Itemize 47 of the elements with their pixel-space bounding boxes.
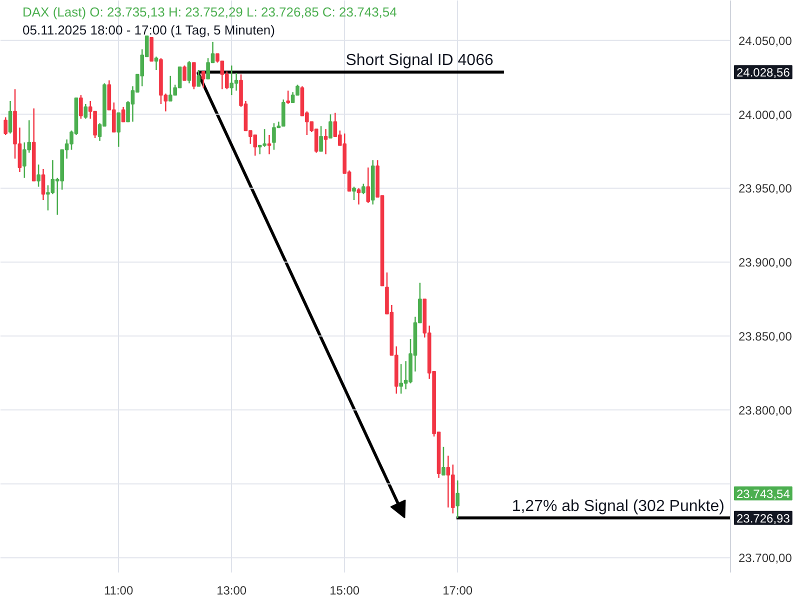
candlestick [201,70,206,88]
y-tick-label: 23.900,00 [738,256,792,270]
x-tick-label: 15:00 [330,584,360,598]
candlestick [456,480,460,519]
candlestick [230,64,234,96]
text: 24.028,56 [736,66,790,80]
candlestick [196,69,201,87]
text: 23.743,54 [736,486,790,501]
candlestick [36,164,40,188]
y-tick-label: 23.950,00 [738,182,792,196]
annotation: 1,27% ab Signal (302 Punkte) [512,498,724,515]
candlestick [356,188,361,206]
y-tick-label: 24.050,00 [738,34,792,48]
candlestick [8,100,12,134]
candlestick [187,60,192,84]
candlestick [267,134,272,155]
x-tick-label: 11:00 [104,584,134,598]
text: 05.11.2025 18:00 - 17:00 (1 Tag, 5 Minuten) [22,22,275,38]
x-tick-label: 17:00 [442,584,473,598]
candlestick [79,94,83,120]
candlestick [442,446,446,476]
candlestick [121,106,126,122]
candlestick [41,168,46,201]
candlestick [366,166,370,204]
candlestick [182,64,186,81]
candlestick [286,90,290,105]
text: 23.726,93 [736,511,790,526]
candlestick [150,36,154,62]
candlestick [399,363,404,394]
annotation: Short Signal ID 4066 [346,52,494,70]
candlestick [324,128,328,155]
candlestick [362,183,366,195]
chart-title: DAX (Last) O: 23.735,13 H: 23.752,29 L: 23.726,85 C: 23.743,54 [22,4,397,20]
candlestick [281,98,286,127]
candlestick [328,114,332,139]
candlestick [352,186,356,201]
candlestick [154,56,158,71]
candlestick [116,112,120,148]
y-tick-label: 23.800,00 [738,403,792,418]
y-tick-label: 23.700,00 [738,551,792,566]
y-tick-label: 24.000,00 [738,108,792,122]
y-tick-label: 23.850,00 [738,330,792,344]
candlestick [192,62,196,90]
candlestick [84,103,88,120]
x-tick-label: 13:00 [216,584,247,598]
candlestick [319,125,323,152]
candlestick [4,116,8,136]
